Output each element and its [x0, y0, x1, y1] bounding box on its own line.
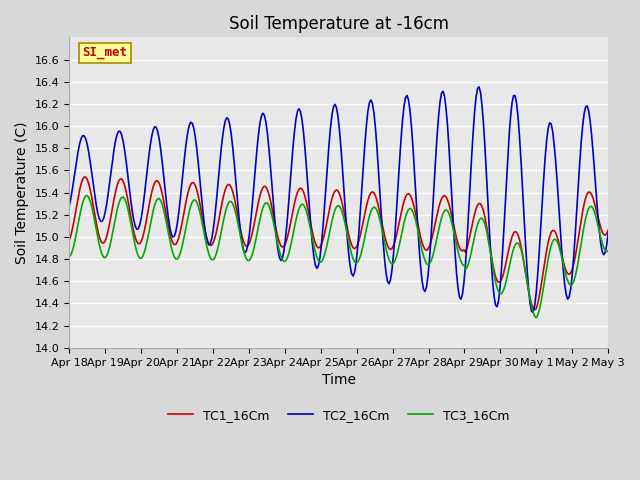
- X-axis label: Time: Time: [322, 373, 356, 387]
- TC1_16Cm: [255, 200, 262, 205]
- TC3_16Cm: [255, 224, 262, 230]
- TC2_16Cm: [244, 242, 252, 248]
- TC1_16Cm: [65, 237, 73, 243]
- TC1_16Cm: [577, 217, 585, 223]
- TC1_16Cm: [303, 199, 310, 205]
- Y-axis label: Soil Temperature (C): Soil Temperature (C): [15, 121, 29, 264]
- Title: Soil Temperature at -16cm: Soil Temperature at -16cm: [228, 15, 449, 33]
- TC1_16Cm: [246, 240, 253, 246]
- TC2_16Cm: [577, 140, 585, 145]
- TC1_16Cm: [133, 239, 141, 244]
- TC2_16Cm: [253, 148, 260, 154]
- TC3_16Cm: [303, 208, 310, 214]
- TC2_16Cm: [529, 310, 537, 315]
- TC2_16Cm: [604, 230, 612, 236]
- TC1_16Cm: [604, 227, 612, 233]
- TC3_16Cm: [604, 248, 612, 253]
- TC2_16Cm: [476, 84, 483, 90]
- TC3_16Cm: [246, 258, 253, 264]
- Line: TC2_16Cm: TC2_16Cm: [69, 87, 608, 312]
- TC1_16Cm: [82, 174, 90, 180]
- TC3_16Cm: [532, 315, 540, 321]
- TC2_16Cm: [226, 122, 234, 128]
- TC3_16Cm: [133, 249, 141, 254]
- TC2_16Cm: [65, 204, 73, 209]
- TC3_16Cm: [227, 199, 235, 204]
- TC1_16Cm: [227, 185, 235, 191]
- TC3_16Cm: [65, 254, 73, 260]
- TC3_16Cm: [577, 240, 585, 246]
- TC3_16Cm: [83, 193, 91, 199]
- TC2_16Cm: [301, 144, 308, 150]
- Text: SI_met: SI_met: [83, 46, 127, 59]
- Line: TC3_16Cm: TC3_16Cm: [69, 196, 608, 318]
- TC2_16Cm: [131, 223, 139, 229]
- Legend: TC1_16Cm, TC2_16Cm, TC3_16Cm: TC1_16Cm, TC2_16Cm, TC3_16Cm: [163, 404, 515, 427]
- TC1_16Cm: [531, 307, 538, 312]
- Line: TC1_16Cm: TC1_16Cm: [69, 177, 608, 310]
